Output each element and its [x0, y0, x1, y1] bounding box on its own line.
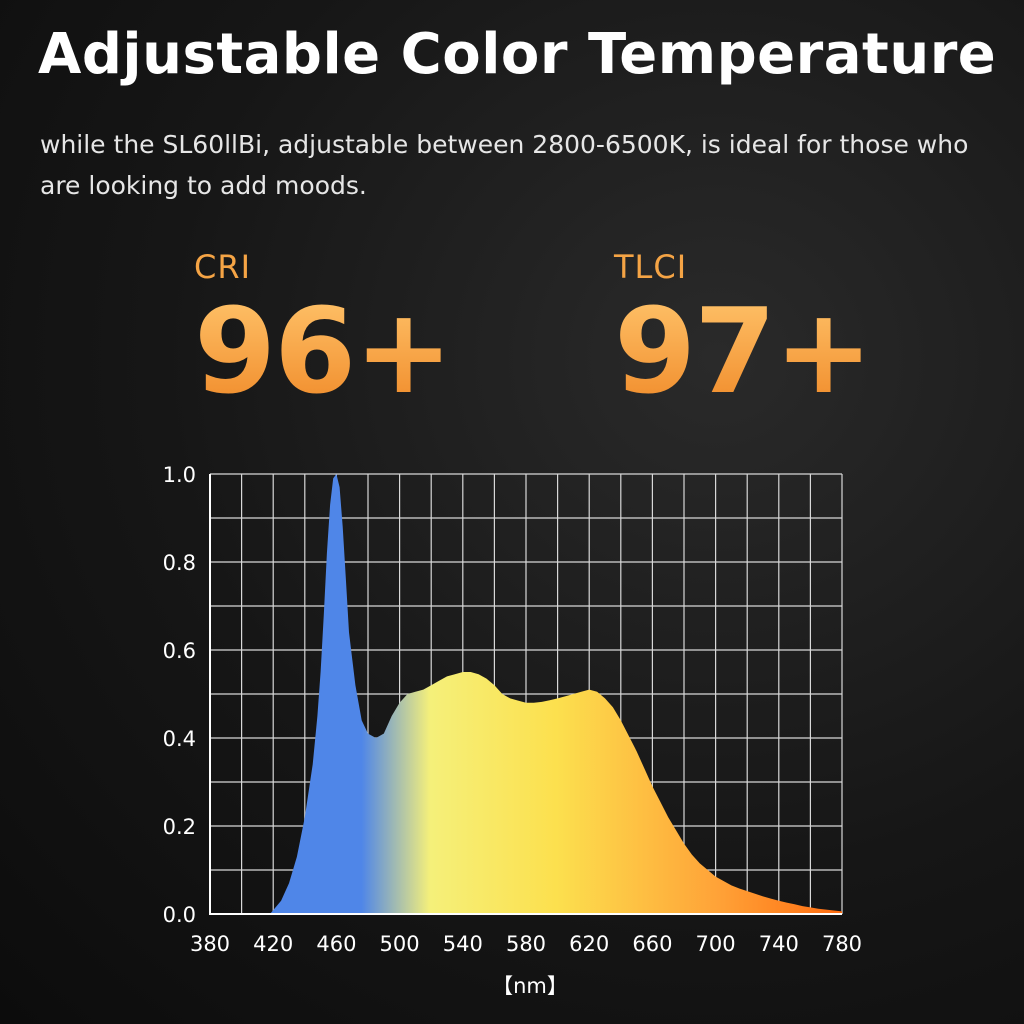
x-tick-label: 740: [759, 932, 799, 956]
y-axis-ticks: 0.0 0.2 0.4 0.6 0.8 1.0: [163, 463, 196, 927]
x-tick-label: 540: [443, 932, 483, 956]
page-subtitle: while the SL60llBi, adjustable between 2…: [40, 130, 969, 200]
metric-tlci: TLCI 97+: [614, 248, 873, 420]
x-tick-label: 700: [696, 932, 736, 956]
x-axis-ticks: 380 420 460 500 540 580 620 660 700 740 780: [190, 932, 862, 956]
x-tick-label: 500: [380, 932, 420, 956]
y-tick-label: 0.4: [163, 727, 196, 751]
y-tick-label: 0.0: [163, 903, 196, 927]
x-axis-label: 【nm】: [492, 974, 568, 998]
x-tick-label: 380: [190, 932, 230, 956]
chart-axes: [209, 474, 842, 915]
metric-cri-value: 96+: [194, 282, 453, 420]
y-tick-label: 1.0: [163, 463, 196, 487]
y-tick-label: 0.2: [163, 815, 196, 839]
metric-tlci-value: 97+: [614, 282, 873, 420]
metric-tlci-label: TLCI: [614, 248, 688, 286]
metric-cri: CRI 96+: [194, 248, 453, 420]
x-tick-label: 620: [569, 932, 609, 956]
page-title: Adjustable Color Temperature: [38, 22, 997, 87]
metric-cri-label: CRI: [194, 248, 252, 286]
spectrum-area: [270, 474, 842, 914]
x-tick-label: 660: [632, 932, 672, 956]
y-tick-label: 0.6: [163, 639, 196, 663]
y-tick-label: 0.8: [163, 551, 196, 575]
x-tick-label: 580: [506, 932, 546, 956]
x-tick-label: 420: [253, 932, 293, 956]
x-tick-label: 460: [316, 932, 356, 956]
x-tick-label: 780: [822, 932, 862, 956]
